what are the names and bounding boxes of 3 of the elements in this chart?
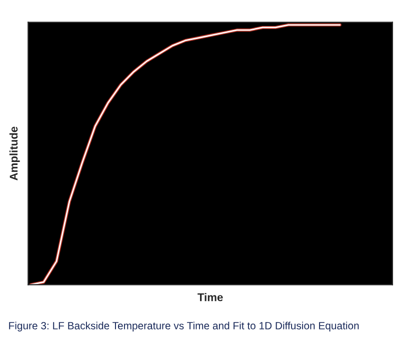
caption: Figure 3: LF Backside Temperature vs Time and Fit to 1D Diffusion Equation <box>9 322 359 332</box>
y-axis-title: Amplitude <box>9 126 20 180</box>
x-axis-title: Time <box>198 293 223 302</box>
